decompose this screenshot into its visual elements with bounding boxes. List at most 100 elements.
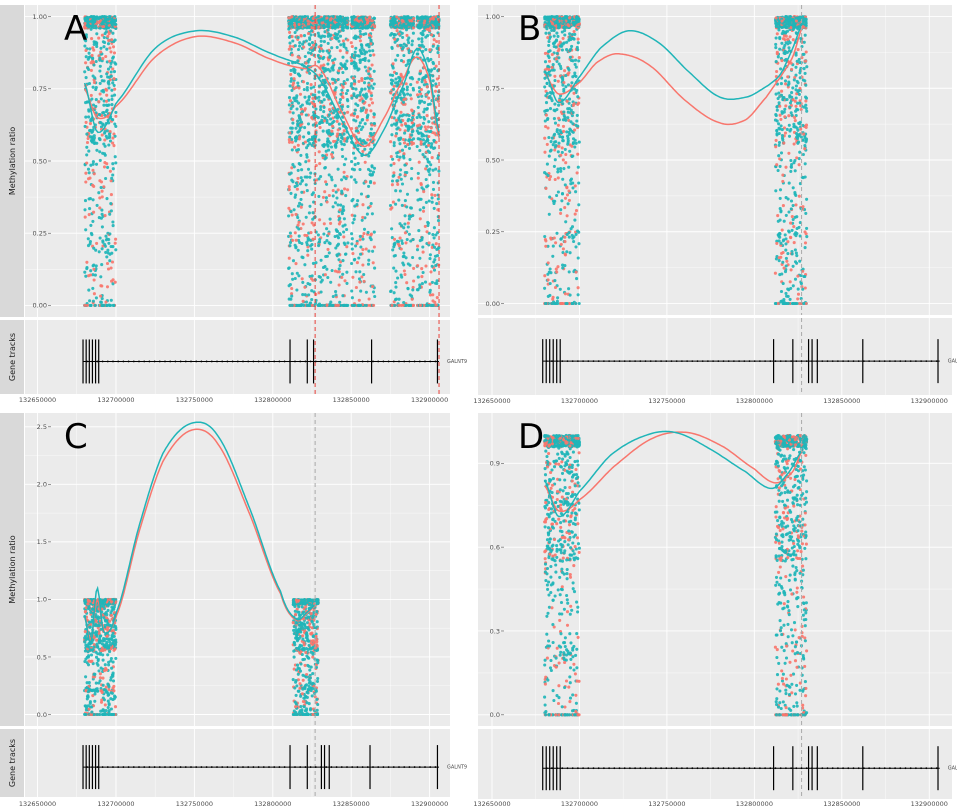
data-point: [312, 200, 316, 204]
data-point: [111, 31, 115, 35]
data-point: [556, 265, 560, 269]
data-point: [293, 195, 297, 199]
data-point: [105, 255, 109, 259]
data-point: [571, 181, 575, 185]
data-point: [83, 22, 87, 26]
data-point: [104, 15, 108, 19]
data-point: [336, 303, 341, 307]
data-point: [363, 147, 367, 151]
data-point: [397, 303, 401, 307]
data-point: [358, 98, 362, 102]
data-point: [328, 54, 332, 58]
gene-strand-dot: [429, 360, 432, 363]
facet-strip-methylation: [0, 5, 24, 317]
data-point: [99, 180, 104, 184]
data-point: [111, 173, 115, 177]
data-point: [293, 99, 297, 103]
data-point: [364, 247, 368, 251]
data-point: [432, 38, 436, 42]
data-point: [112, 77, 116, 81]
data-point: [104, 134, 108, 138]
data-point: [394, 134, 398, 138]
data-point: [311, 96, 315, 100]
data-point: [84, 274, 88, 278]
x-tick-label: 132800000: [254, 396, 291, 404]
data-point: [108, 259, 112, 263]
data-point: [287, 16, 291, 20]
data-point: [372, 230, 376, 234]
data-point: [107, 241, 111, 245]
data-point: [418, 25, 422, 29]
data-point: [392, 237, 397, 241]
data-point: [400, 123, 404, 127]
data-point: [415, 80, 419, 84]
data-point: [389, 289, 393, 294]
data-point: [436, 51, 440, 55]
data-point: [295, 187, 299, 191]
data-point: [364, 32, 368, 36]
data-point: [405, 281, 409, 285]
data-point: [367, 72, 371, 76]
data-point: [314, 261, 318, 265]
data-point: [287, 214, 291, 218]
data-point: [430, 200, 434, 204]
data-point: [419, 197, 423, 201]
data-point: [357, 298, 361, 302]
data-point: [295, 94, 299, 98]
data-point: [113, 61, 117, 65]
data-point: [426, 18, 430, 22]
data-point: [563, 235, 567, 239]
data-point: [296, 204, 301, 208]
data-point: [367, 16, 371, 20]
data-point: [107, 17, 111, 21]
data-point: [431, 187, 436, 191]
data-point: [421, 121, 426, 125]
data-point: [294, 238, 298, 242]
data-point: [400, 47, 404, 51]
data-point: [390, 46, 394, 50]
data-point: [434, 64, 438, 68]
data-point: [297, 22, 301, 27]
data-point: [91, 22, 95, 26]
data-point: [289, 79, 293, 83]
data-point: [430, 196, 434, 200]
data-point: [405, 85, 409, 89]
data-point: [400, 19, 404, 23]
data-point: [554, 140, 558, 144]
data-point: [294, 85, 298, 89]
data-point: [108, 139, 113, 143]
data-point: [107, 75, 111, 79]
data-point: [411, 111, 415, 116]
data-point: [355, 25, 359, 29]
data-point: [103, 40, 107, 45]
data-point: [344, 303, 348, 307]
data-point: [335, 15, 339, 19]
data-point: [423, 155, 427, 159]
data-point: [296, 248, 300, 252]
data-point: [350, 199, 354, 203]
data-point: [296, 168, 300, 172]
data-point: [410, 109, 414, 113]
data-point: [321, 195, 325, 199]
data-point: [324, 196, 328, 200]
data-point: [105, 197, 109, 201]
data-point: [102, 185, 106, 189]
data-point: [106, 248, 110, 252]
data-point: [317, 275, 321, 279]
data-point: [296, 55, 300, 59]
data-point: [422, 45, 426, 49]
data-point: [300, 277, 304, 281]
data-point: [92, 246, 96, 250]
data-point: [110, 38, 114, 42]
data-point: [98, 236, 102, 240]
data-point: [291, 111, 295, 115]
data-point: [418, 137, 422, 141]
data-point: [110, 117, 114, 122]
data-point: [366, 262, 371, 266]
x-tick-label: 132750000: [176, 396, 213, 404]
gene-strand-dot: [106, 360, 109, 363]
gene-strand-dot: [314, 360, 317, 363]
data-point: [415, 188, 419, 192]
data-point: [398, 236, 402, 240]
data-point: [338, 66, 342, 70]
